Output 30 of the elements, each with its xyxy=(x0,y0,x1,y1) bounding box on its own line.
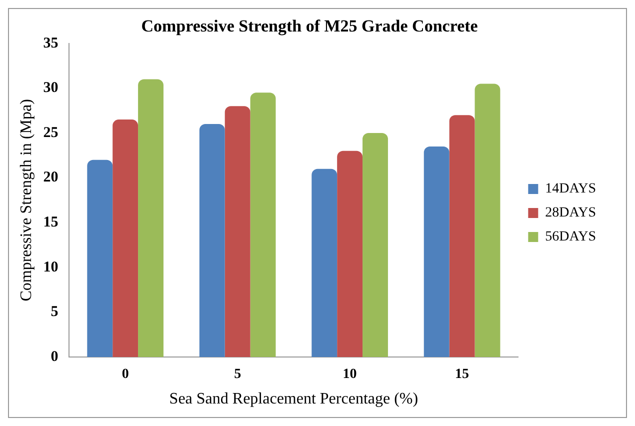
bar xyxy=(337,150,363,357)
bar xyxy=(474,84,500,357)
bar xyxy=(112,120,138,357)
bar xyxy=(424,146,450,357)
bar xyxy=(449,115,475,357)
bar xyxy=(87,160,113,357)
x-tick-label: 5 xyxy=(234,367,242,382)
y-tick-label: 30 xyxy=(43,80,58,96)
x-axis-title: Sea Sand Replacement Percentage (%) xyxy=(169,390,418,408)
bar xyxy=(199,124,225,357)
x-tick-label: 15 xyxy=(455,367,470,382)
y-tick-label: 20 xyxy=(43,170,58,186)
legend-label: 56DAYS xyxy=(545,230,596,245)
y-tick-label: 0 xyxy=(50,348,58,365)
bar xyxy=(224,106,250,357)
legend-label: 14DAYS xyxy=(545,182,596,197)
bar xyxy=(138,79,164,357)
x-tick-label: 0 xyxy=(122,367,129,382)
y-tick-label: 25 xyxy=(43,124,58,141)
legend-label: 28DAYS xyxy=(545,206,596,221)
y-axis-title: Compressive Strength in (Mpa) xyxy=(18,99,35,302)
y-tick-label: 5 xyxy=(50,304,58,320)
x-tick-label: 10 xyxy=(342,367,357,382)
y-tick-label: 10 xyxy=(43,259,58,276)
bar xyxy=(362,133,388,357)
y-tick-label: 15 xyxy=(43,214,58,230)
chart-title: Compressive Strength of M25 Grade Concrete xyxy=(141,16,478,36)
bar xyxy=(312,168,338,357)
y-tick-label: 35 xyxy=(43,35,58,52)
bar xyxy=(250,92,276,357)
